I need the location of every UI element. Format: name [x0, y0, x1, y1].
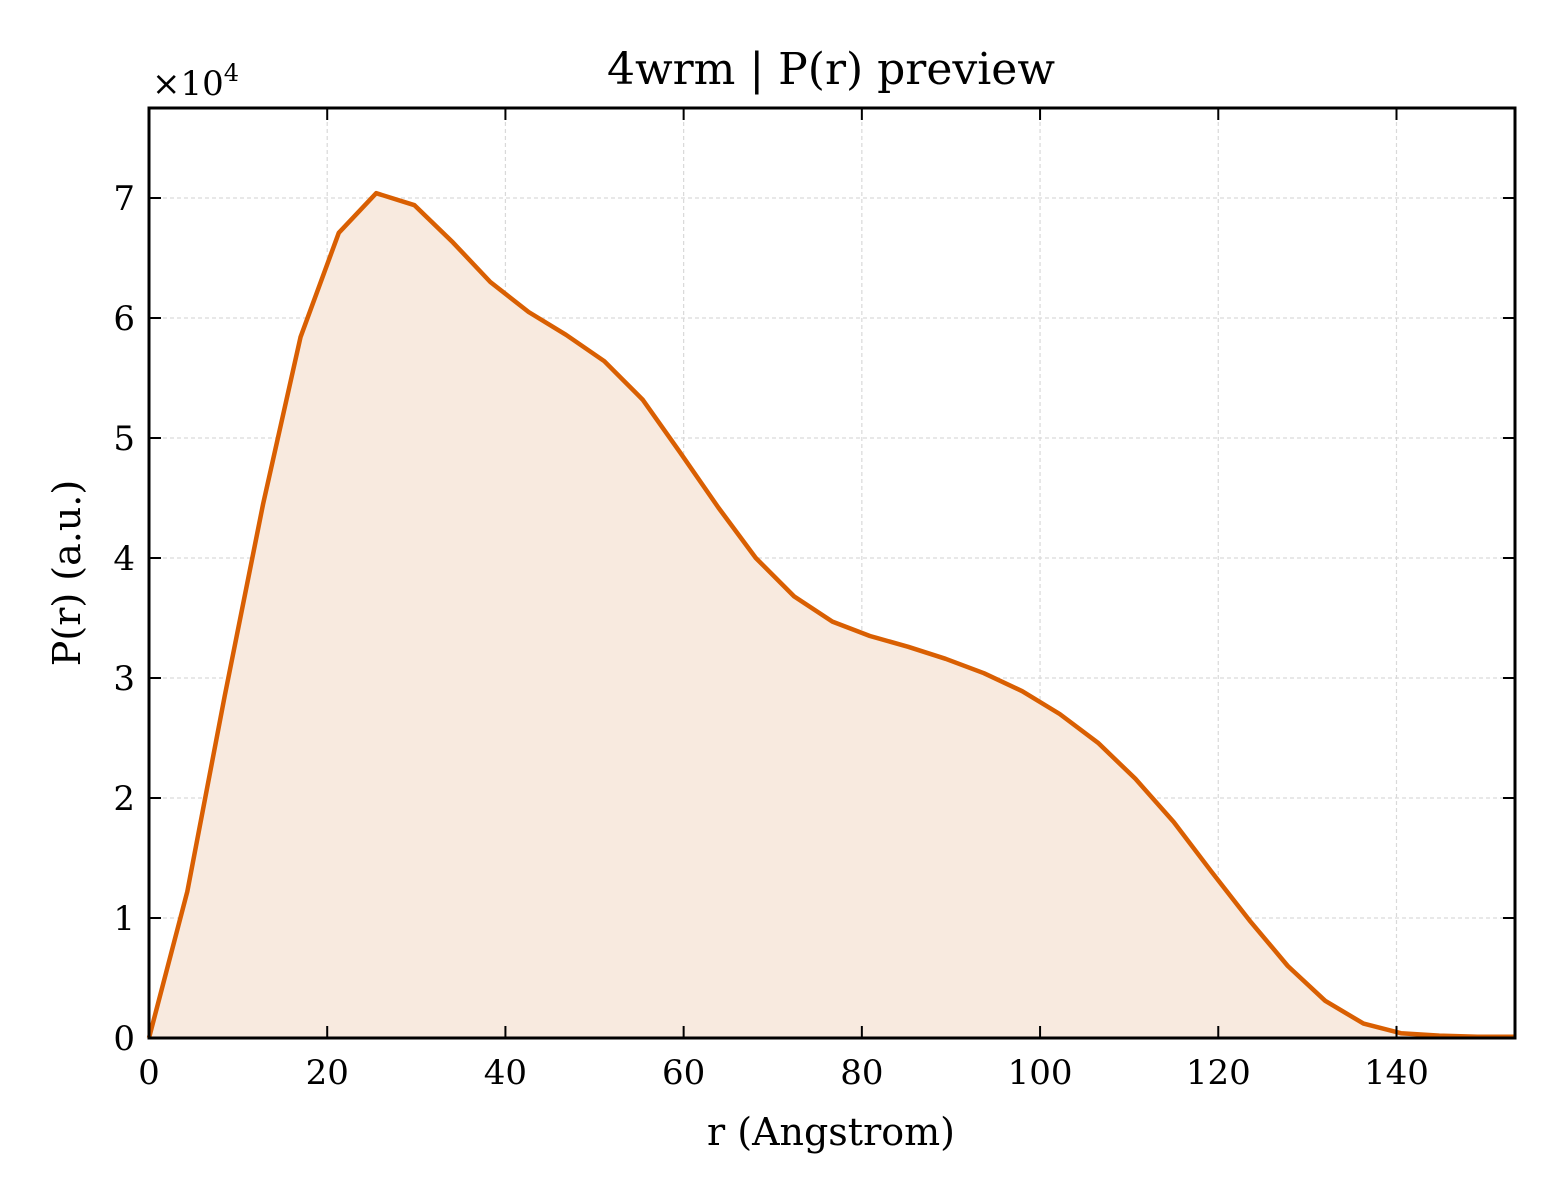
- x-axis: 0 20 40 60 80 100 120 140: [138, 108, 1429, 1093]
- x-tick-label: 140: [1364, 1053, 1429, 1093]
- series-line: [146, 190, 1515, 1040]
- y-axis-label: P(r) (a.u.): [45, 480, 89, 666]
- y-tick-label: 4: [113, 539, 135, 579]
- x-tick-label: 20: [306, 1053, 349, 1093]
- chart-title: 4wrm | P(r) preview: [607, 44, 1055, 95]
- y-axis: 0 1 2 3 4 5 6 7: [113, 179, 1515, 1059]
- y-tick-label: 6: [113, 299, 135, 339]
- x-tick-label: 0: [138, 1053, 160, 1093]
- x-tick-label: 80: [840, 1053, 883, 1093]
- y-multiplier-exponent: 4: [224, 59, 239, 87]
- x-tick-label: 100: [1008, 1053, 1073, 1093]
- x-axis-label: r (Angstrom): [707, 1110, 955, 1154]
- y-tick-label: 1: [113, 899, 135, 939]
- y-tick-label: 5: [113, 419, 135, 459]
- x-tick-label: 120: [1186, 1053, 1251, 1093]
- y-tick-label: 0: [113, 1019, 135, 1059]
- y-multiplier-prefix: ×10: [152, 64, 224, 104]
- y-axis-multiplier: ×104: [152, 59, 239, 104]
- plot-frame: [147, 106, 1517, 1040]
- x-tick-label: 60: [662, 1053, 705, 1093]
- area-fill: [149, 193, 1515, 1038]
- y-tick-label: 3: [113, 659, 135, 699]
- x-tick-label: 40: [484, 1053, 527, 1093]
- y-tick-label: 2: [113, 779, 135, 819]
- y-tick-label: 7: [113, 179, 135, 219]
